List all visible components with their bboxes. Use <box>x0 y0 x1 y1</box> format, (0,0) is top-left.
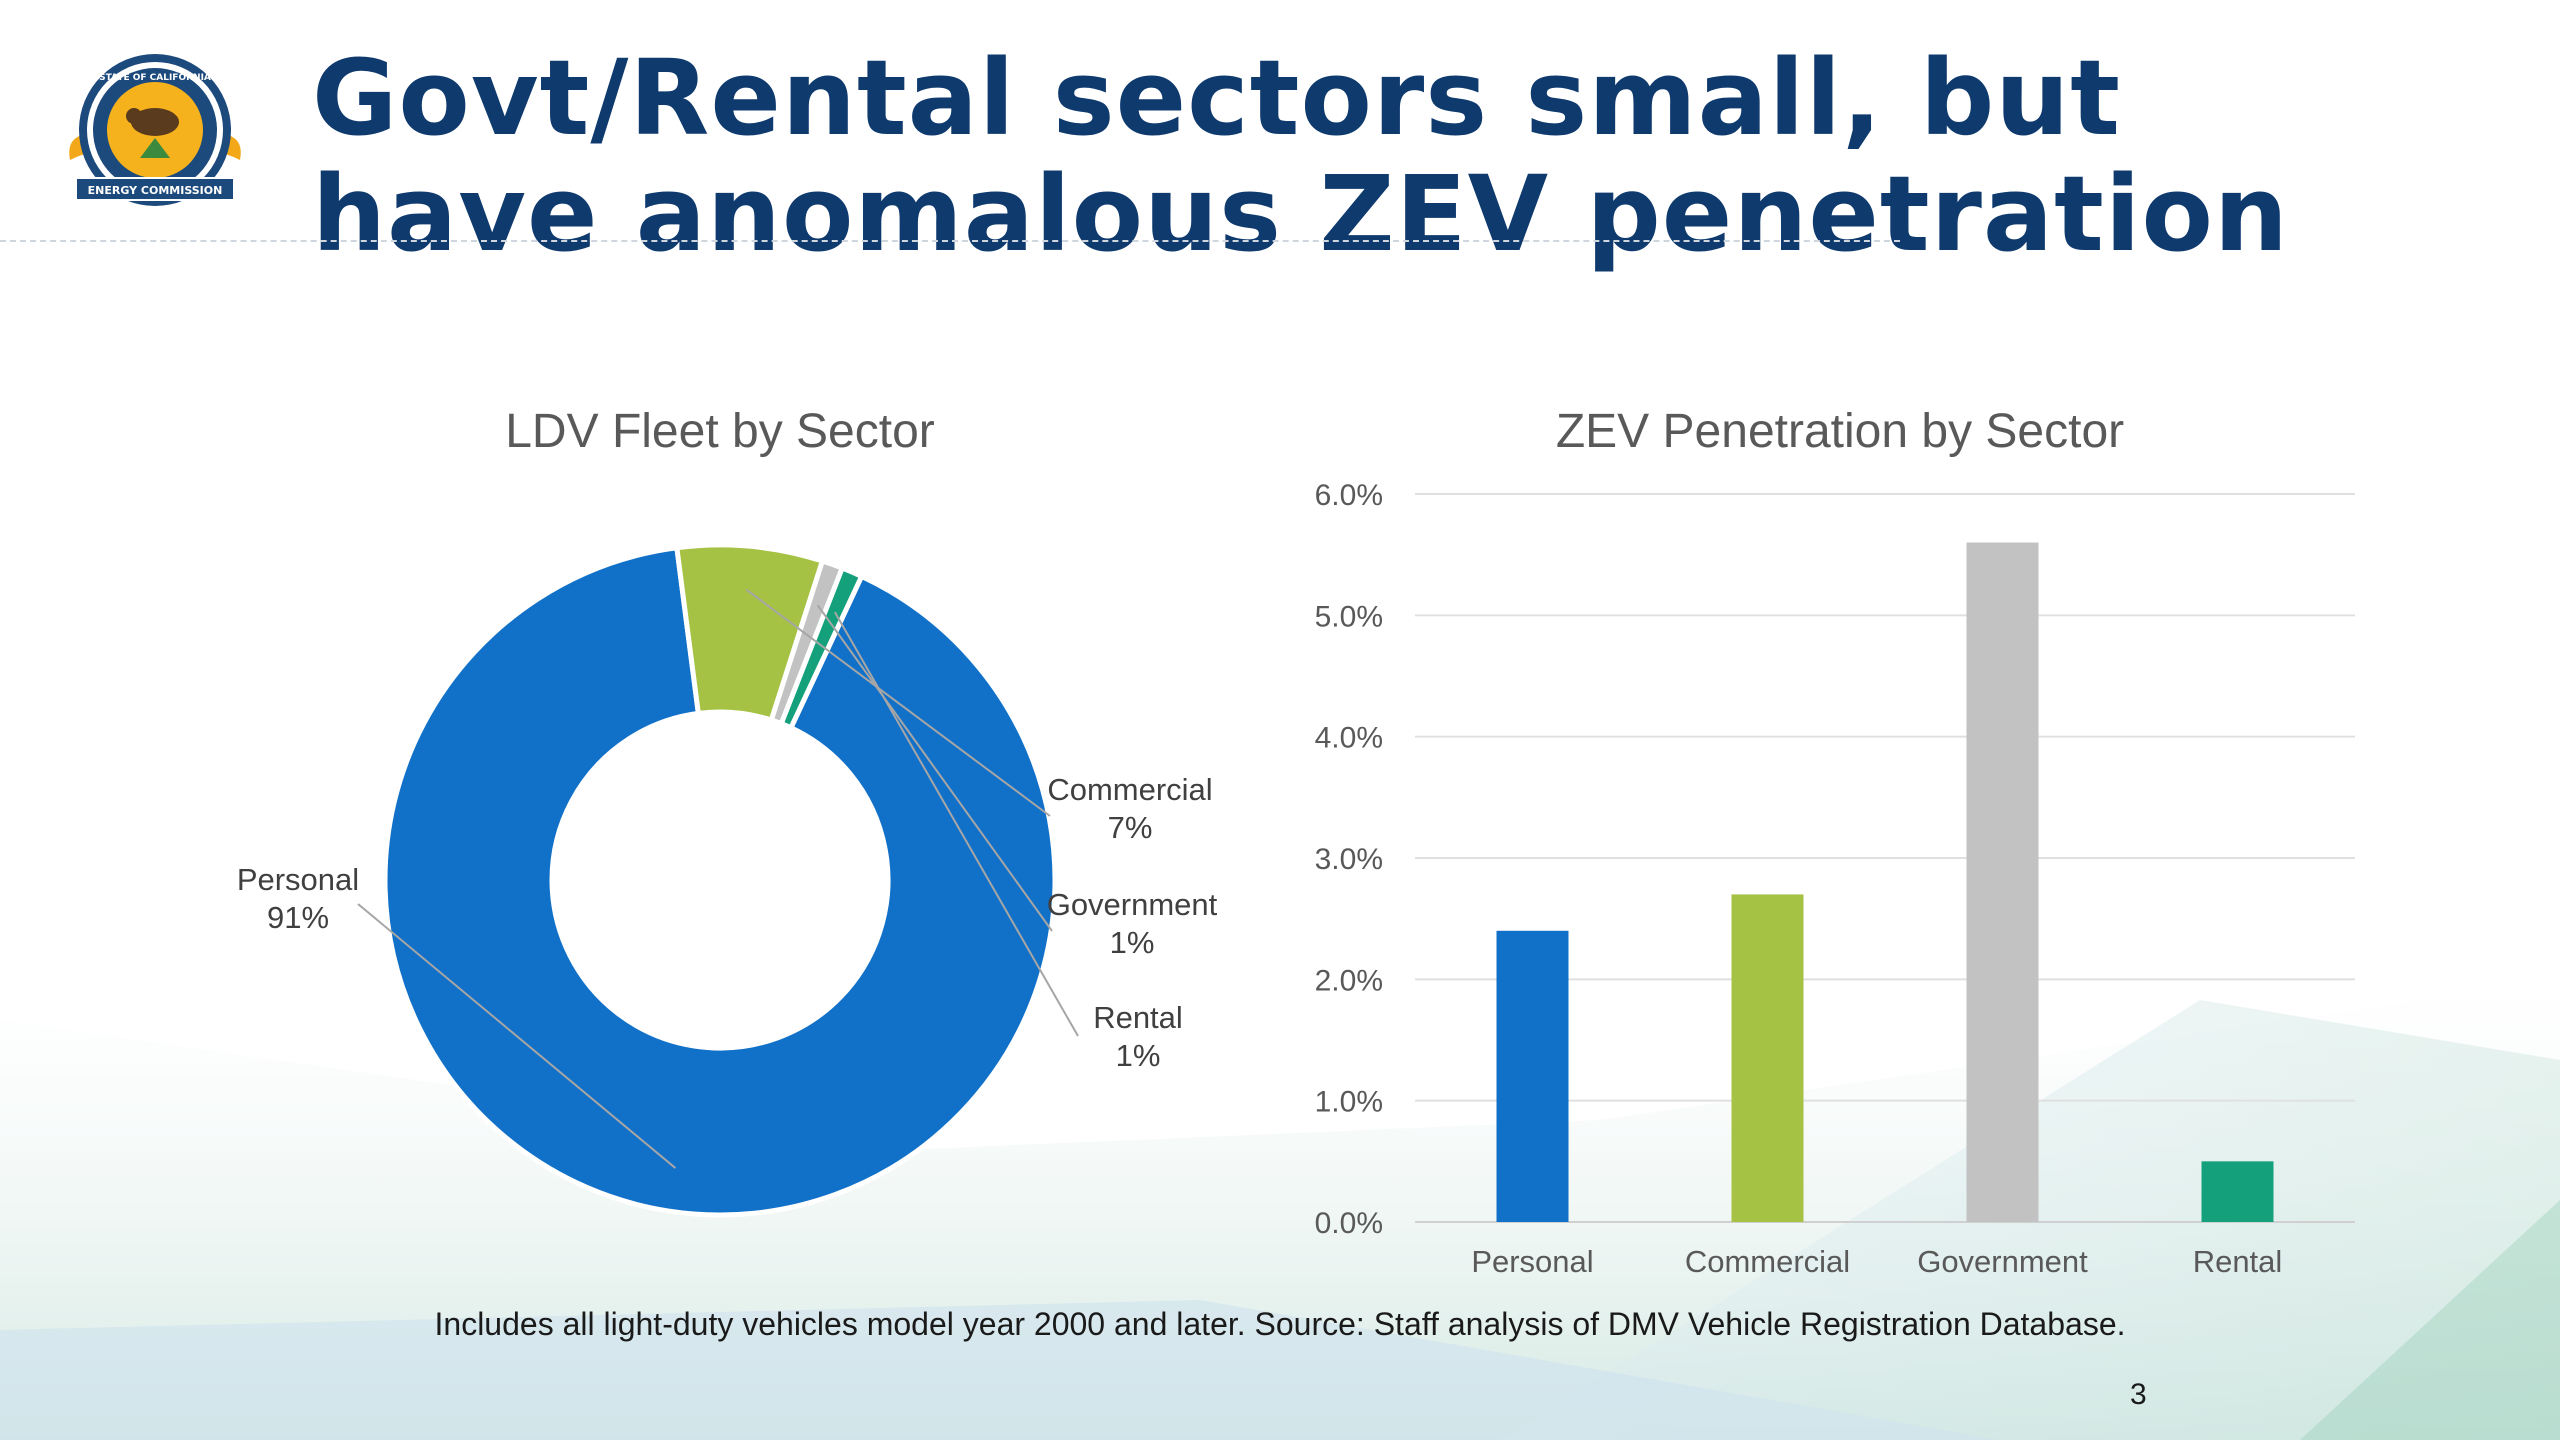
bar-gridlines <box>1415 493 2355 1223</box>
slide-title: Govt/Rental sectors small, but have anom… <box>312 40 2412 272</box>
energy-commission-seal-icon: ENERGY COMMISSION STATE OF CALIFORNIA <box>69 54 241 206</box>
y-tick-label: 3.0% <box>1315 843 1383 876</box>
donut-label-government: Government <box>1047 887 1218 922</box>
leader-line-commercial <box>745 588 1051 817</box>
bar-chart-title: ZEV Penetration by Sector <box>1555 405 2125 458</box>
donut-chart-title: LDV Fleet by Sector <box>505 405 935 458</box>
donut-data-labels: Personal91%Commercial7%Government1%Renta… <box>237 772 1218 1073</box>
bar-x-tick-labels: Personal Commercial Government Rental <box>1471 1244 2282 1279</box>
y-tick-label: 0.0% <box>1315 1207 1383 1240</box>
y-tick-label: 6.0% <box>1315 479 1383 512</box>
x-tick-label-rental: Rental <box>2193 1244 2283 1279</box>
donut-value-personal: 91% <box>267 900 329 935</box>
donut-value-commercial: 7% <box>1108 810 1153 845</box>
bar-y-tick-labels: 0.0% 1.0% 2.0% 3.0% 4.0% 5.0% 6.0% <box>1315 479 1383 1240</box>
bar-personal <box>1496 930 1569 1222</box>
x-tick-label-government: Government <box>1917 1244 2088 1279</box>
logo-text-top: STATE OF CALIFORNIA <box>99 73 211 83</box>
donut-label-rental: Rental <box>1093 1000 1183 1035</box>
donut-label-commercial: Commercial <box>1047 772 1212 807</box>
source-footnote: Includes all light-duty vehicles model y… <box>434 1306 2126 1342</box>
slide-title-line-2: have anomalous ZEV penetration <box>312 153 2289 275</box>
donut-value-rental: 1% <box>1116 1038 1161 1073</box>
title-divider <box>0 240 1900 242</box>
logo-text-bottom: ENERGY COMMISSION <box>88 184 223 197</box>
page-number: 3 <box>2130 1378 2147 1411</box>
bar-marks <box>1496 542 2274 1222</box>
y-tick-label: 5.0% <box>1315 600 1383 633</box>
donut-slice-rental <box>778 564 865 732</box>
x-tick-label-personal: Personal <box>1471 1244 1593 1279</box>
donut-leader-lines <box>357 588 1079 1169</box>
zev-penetration-bar-chart: 0.0% 1.0% 2.0% 3.0% 4.0% 5.0% 6.0% Personal Com… <box>1315 479 2355 1279</box>
y-tick-label: 2.0% <box>1315 964 1383 997</box>
bar-commercial <box>1731 894 1804 1222</box>
donut-slices <box>382 542 1058 1218</box>
leader-line-government <box>816 604 1053 932</box>
y-tick-label: 4.0% <box>1315 722 1383 755</box>
slide-title-line-1: Govt/Rental sectors small, but <box>312 37 2122 159</box>
donut-label-personal: Personal <box>237 862 359 897</box>
donut-slice-personal <box>382 544 1058 1218</box>
donut-value-government: 1% <box>1110 925 1155 960</box>
bar-rental <box>2201 1161 2274 1222</box>
bar-government <box>1966 542 2039 1222</box>
leader-line-personal <box>357 903 677 1169</box>
leader-line-rental <box>833 611 1079 1037</box>
y-tick-label: 1.0% <box>1315 1086 1383 1119</box>
x-tick-label-commercial: Commercial <box>1685 1244 1850 1279</box>
ldv-fleet-donut-chart: Personal91%Commercial7%Government1%Renta… <box>237 542 1218 1218</box>
